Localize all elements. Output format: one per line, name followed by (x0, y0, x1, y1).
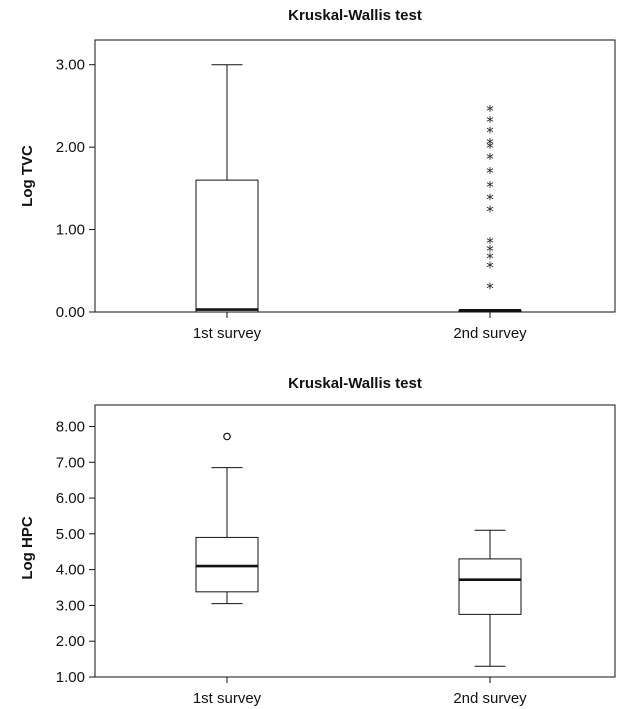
plot-frame (94, 39, 616, 313)
extreme-point: * (486, 259, 494, 277)
y-axis-label: Log TVC (19, 145, 36, 207)
extreme-point: * (486, 102, 494, 120)
extreme-point: * (486, 190, 494, 208)
extreme-point: * (486, 234, 494, 252)
box (195, 179, 259, 313)
y-axis-label: Log HPC (19, 516, 36, 579)
extreme-point: * (486, 250, 494, 268)
extreme-point: * (486, 150, 494, 168)
hpc-boxplot: Kruskal-Wallis test Log HPC 1.00 2.00 3.00… (19, 375, 616, 707)
plot-frame (94, 404, 616, 678)
extreme-point: * (486, 203, 494, 221)
extreme-point: * (486, 135, 494, 153)
x-tick-label: 2nd survey (453, 690, 527, 707)
y-tick-label: 3.00 (56, 597, 85, 614)
y-tick-label: 3.00 (56, 57, 85, 74)
chart-title: Kruskal-Wallis test (288, 375, 422, 392)
y-tick-label: 0.00 (56, 304, 85, 321)
y-tick-label: 4.00 (56, 562, 85, 579)
extreme-point: * (486, 178, 494, 196)
box (195, 536, 259, 593)
y-tick-label: 5.00 (56, 526, 85, 543)
y-tick-label: 2.00 (56, 633, 85, 650)
y-tick-label: 1.00 (56, 669, 85, 686)
x-tick-label: 2nd survey (453, 325, 527, 342)
x-tick-label: 1st survey (193, 325, 262, 342)
y-tick-label: 1.00 (56, 222, 85, 239)
extreme-point: * (486, 242, 494, 260)
extreme-point: * (486, 113, 494, 131)
x-tick-label: 1st survey (193, 690, 262, 707)
box (458, 558, 522, 615)
extreme-point: * (486, 123, 494, 141)
outlier-point (223, 432, 231, 441)
extreme-point: * (486, 139, 494, 157)
tvc-boxplot: Kruskal-Wallis test Log TVC 0.00 1.00 2.00… (19, 7, 616, 342)
chart-title: Kruskal-Wallis test (288, 7, 422, 24)
extreme-point: * (486, 164, 494, 182)
y-tick-label: 2.00 (56, 139, 85, 156)
y-tick-label: 7.00 (56, 454, 85, 471)
y-tick-label: 6.00 (56, 490, 85, 507)
extreme-point: * (486, 279, 494, 297)
y-tick-label: 8.00 (56, 418, 85, 435)
